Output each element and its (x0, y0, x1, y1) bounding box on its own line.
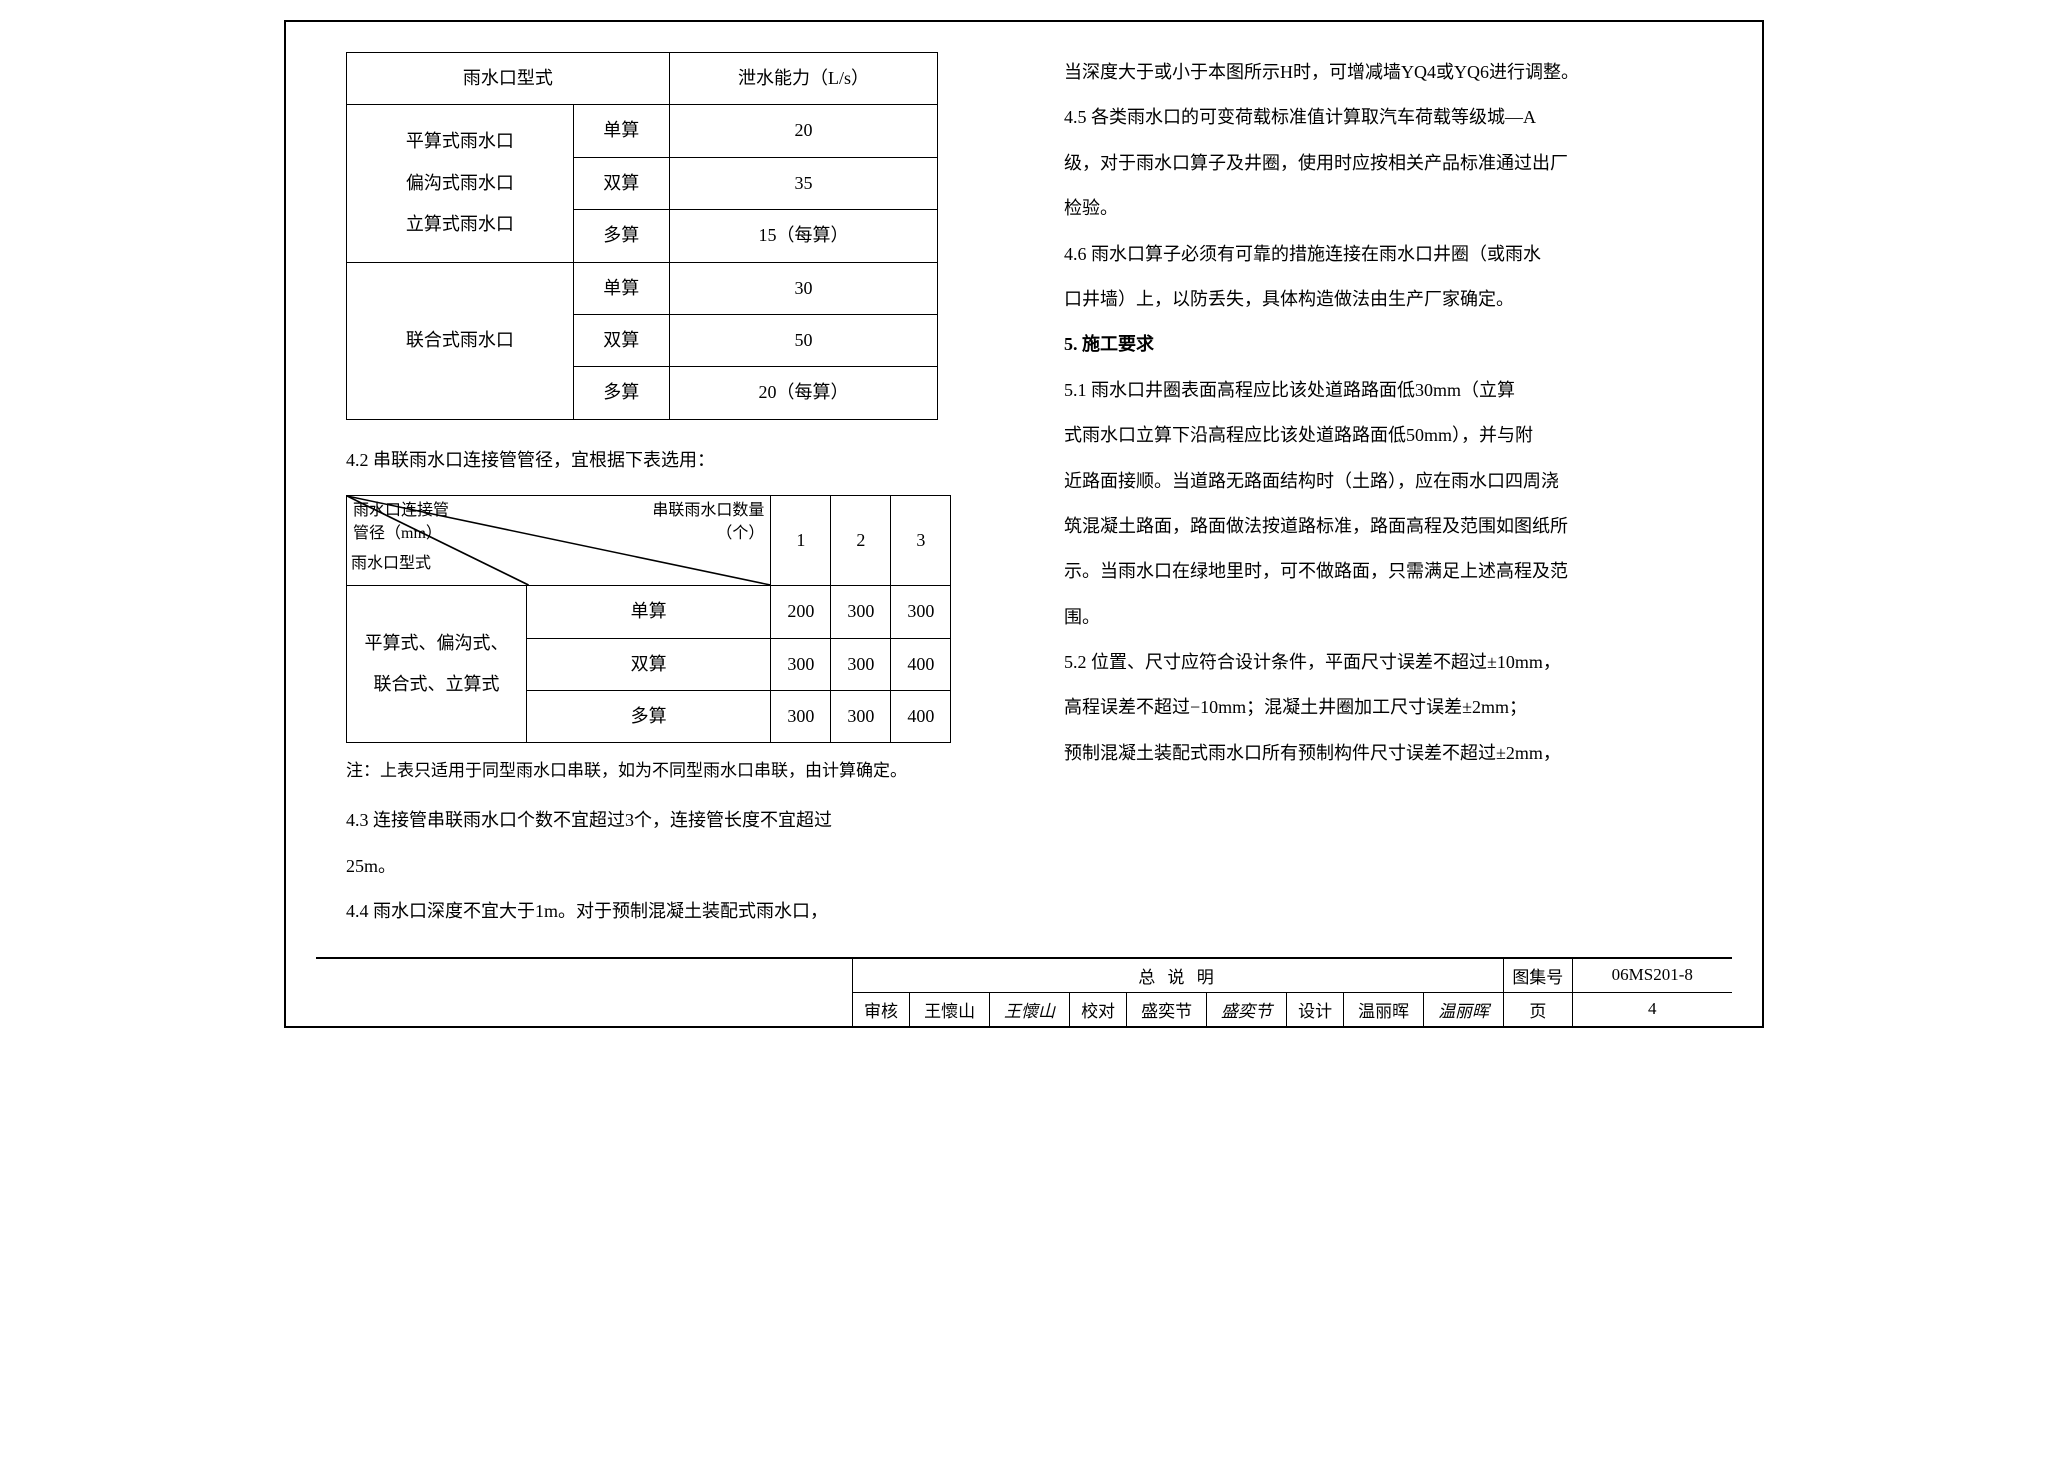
t1-variant: 多算 (573, 367, 669, 419)
t1-variant: 双算 (573, 157, 669, 209)
t1-type: 偏沟式雨水口 (355, 163, 565, 204)
pipe-diameter-table: 雨水口连接管 管径（mm） 串联雨水口数量 （个） 雨水口型式 1 2 3 (346, 495, 951, 743)
design-signature: 温丽晖 (1424, 992, 1504, 1026)
atlas-value: 06MS201-8 (1572, 959, 1732, 993)
t2-diag-label: 雨水口型式 (351, 546, 431, 583)
t2-val: 300 (831, 586, 891, 638)
t1-group2-type: 联合式雨水口 (347, 262, 574, 419)
t2-val: 300 (831, 638, 891, 690)
t1-variant: 单算 (573, 105, 669, 157)
page-label: 页 (1504, 992, 1573, 1026)
t2-val: 400 (891, 638, 951, 690)
page-frame: 雨水口型式 泄水能力（L/s） 平算式雨水口 偏沟式雨水口 立算式雨水口 单算 … (284, 20, 1764, 1028)
r-line: 近路面接顺。当道路无路面结构时（土路），应在雨水口四周浇 (1064, 461, 1722, 502)
title-block: 总 说 明 图集号 06MS201-8 审核 王懷山 王懷山 校对 盛奕节 盛奕… (316, 957, 1732, 1026)
t1-header-capacity: 泄水能力（L/s） (669, 53, 937, 105)
t2-diag-label: （个） (652, 523, 764, 545)
t2-diag-label: 串联雨水口数量 (652, 500, 764, 522)
t1-type: 平算式雨水口 (355, 121, 565, 162)
r-line: 5.1 雨水口井圈表面高程应比该处道路路面低30mm（立算 (1064, 370, 1722, 411)
para-4-4: 4.4 雨水口深度不宜大于1m。对于预制混凝土装配式雨水口， (346, 891, 1004, 932)
t1-variant: 多算 (573, 210, 669, 262)
t1-capacity: 35 (669, 157, 937, 209)
t1-group1-types: 平算式雨水口 偏沟式雨水口 立算式雨水口 (347, 105, 574, 262)
check-label: 校对 (1070, 992, 1127, 1026)
t2-val: 200 (771, 586, 831, 638)
t2-val: 300 (831, 690, 891, 742)
t2-variant: 多算 (527, 690, 771, 742)
t1-capacity: 15（每算） (669, 210, 937, 262)
r-line: 当深度大于或小于本图所示H时，可增减墙YQ4或YQ6进行调整。 (1064, 52, 1722, 93)
t2-diag-label: 雨水口连接管 (353, 500, 449, 522)
t2-col: 3 (891, 496, 951, 586)
check-name: 盛奕节 (1127, 992, 1207, 1026)
left-column: 雨水口型式 泄水能力（L/s） 平算式雨水口 偏沟式雨水口 立算式雨水口 单算 … (316, 52, 1004, 937)
page-value: 4 (1572, 992, 1732, 1026)
r-line: 式雨水口立算下沿高程应比该处道路路面低50mm），并与附 (1064, 415, 1722, 456)
right-column: 当深度大于或小于本图所示H时，可增减墙YQ4或YQ6进行调整。 4.5 各类雨水… (1064, 52, 1732, 937)
t2-col: 1 (771, 496, 831, 586)
review-label: 审核 (853, 992, 910, 1026)
t2-body-type: 平算式、偏沟式、 联合式、立算式 (347, 586, 527, 743)
t2-diagonal-header: 雨水口连接管 管径（mm） 串联雨水口数量 （个） 雨水口型式 (347, 496, 771, 586)
t2-val: 300 (771, 638, 831, 690)
t1-capacity: 20（每算） (669, 367, 937, 419)
drainage-capacity-table: 雨水口型式 泄水能力（L/s） 平算式雨水口 偏沟式雨水口 立算式雨水口 单算 … (346, 52, 938, 420)
section-5-heading: 5. 施工要求 (1064, 324, 1722, 365)
design-label: 设计 (1287, 992, 1344, 1026)
content-columns: 雨水口型式 泄水能力（L/s） 平算式雨水口 偏沟式雨水口 立算式雨水口 单算 … (316, 52, 1732, 937)
para-4-3-l2: 25m。 (346, 846, 1004, 887)
r-line: 检验。 (1064, 188, 1722, 229)
para-4-3-l1: 4.3 连接管串联雨水口个数不宜超过3个，连接管长度不宜超过 (346, 800, 1004, 841)
t1-capacity: 50 (669, 314, 937, 366)
t1-capacity: 20 (669, 105, 937, 157)
review-name: 王懷山 (910, 992, 990, 1026)
r-line: 围。 (1064, 597, 1722, 638)
t2-type-line: 联合式、立算式 (353, 664, 520, 705)
table2-note: 注：上表只适用于同型雨水口串联，如为不同型雨水口串联，由计算确定。 (346, 751, 1004, 790)
r-line: 口井墙）上，以防丢失，具体构造做法由生产厂家确定。 (1064, 279, 1722, 320)
t1-type: 立算式雨水口 (355, 204, 565, 245)
r-line: 预制混凝土装配式雨水口所有预制构件尺寸误差不超过±2mm， (1064, 733, 1722, 774)
r-line: 高程误差不超过−10mm；混凝土井圈加工尺寸误差±2mm； (1064, 687, 1722, 728)
t1-variant: 单算 (573, 262, 669, 314)
review-signature: 王懷山 (990, 992, 1070, 1026)
atlas-label: 图集号 (1504, 959, 1573, 993)
t2-type-line: 平算式、偏沟式、 (353, 623, 520, 664)
t2-val: 400 (891, 690, 951, 742)
t1-header-type: 雨水口型式 (347, 53, 670, 105)
title-block-table: 总 说 明 图集号 06MS201-8 审核 王懷山 王懷山 校对 盛奕节 盛奕… (852, 959, 1732, 1026)
para-4-2: 4.2 串联雨水口连接管管径，宜根据下表选用： (346, 440, 1004, 481)
t1-capacity: 30 (669, 262, 937, 314)
t2-diag-label: 管径（mm） (353, 523, 449, 545)
t2-variant: 双算 (527, 638, 771, 690)
r-line: 4.6 雨水口算子必须有可靠的措施连接在雨水口井圈（或雨水 (1064, 234, 1722, 275)
r-line: 4.5 各类雨水口的可变荷载标准值计算取汽车荷载等级城—A (1064, 97, 1722, 138)
r-line: 筑混凝土路面，路面做法按道路标准，路面高程及范围如图纸所 (1064, 506, 1722, 547)
t2-val: 300 (891, 586, 951, 638)
drawing-title: 总 说 明 (853, 959, 1504, 993)
check-signature: 盛奕节 (1207, 992, 1287, 1026)
r-line: 5.2 位置、尺寸应符合设计条件，平面尺寸误差不超过±10mm， (1064, 642, 1722, 683)
r-line: 级，对于雨水口算子及井圈，使用时应按相关产品标准通过出厂 (1064, 143, 1722, 184)
t2-col: 2 (831, 496, 891, 586)
r-line: 示。当雨水口在绿地里时，可不做路面，只需满足上述高程及范 (1064, 551, 1722, 592)
t1-variant: 双算 (573, 314, 669, 366)
t2-val: 300 (771, 690, 831, 742)
t2-variant: 单算 (527, 586, 771, 638)
design-name: 温丽晖 (1344, 992, 1424, 1026)
